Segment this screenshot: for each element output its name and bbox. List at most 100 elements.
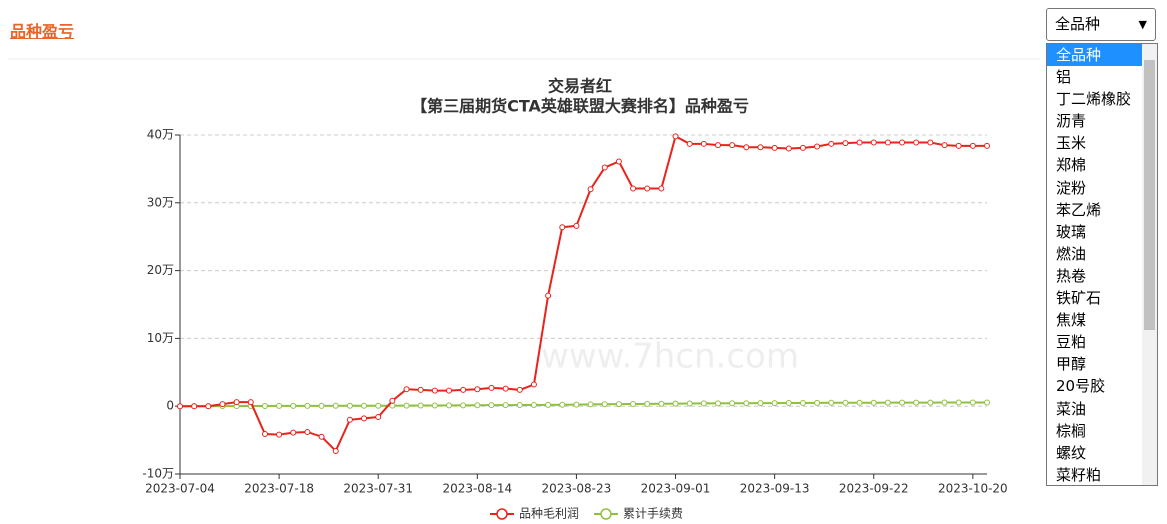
option[interactable]: 玉米 (1056, 134, 1087, 153)
option[interactable]: 20号胶 (1056, 377, 1106, 396)
data-point (842, 399, 849, 406)
data-point (530, 381, 537, 388)
data-point (375, 414, 382, 421)
y-tick-label: 40万 (147, 128, 174, 142)
data-point (644, 185, 651, 192)
data-point (799, 399, 806, 406)
data-point (686, 140, 693, 147)
data-point (318, 402, 325, 409)
data-point (559, 224, 566, 231)
x-tick-label: 2023-09-13 (740, 482, 810, 496)
option[interactable]: 菜籽粕 (1056, 465, 1102, 484)
data-point (644, 400, 651, 407)
option[interactable]: 豆粕 (1056, 333, 1087, 352)
x-tick-label: 2023-07-31 (343, 482, 413, 496)
option[interactable]: 沥青 (1056, 112, 1087, 131)
data-point (389, 397, 396, 404)
data-point (261, 402, 268, 409)
scroll-thumb[interactable] (1144, 60, 1155, 330)
option[interactable]: 棕榈 (1056, 421, 1087, 440)
variety-select[interactable]: 全品种 ▼ (1046, 8, 1156, 41)
data-point (658, 400, 665, 407)
data-point (630, 401, 637, 408)
legend-label: 累计手续费 (623, 507, 683, 521)
data-point (191, 403, 198, 410)
scrollbar[interactable] (1142, 44, 1157, 485)
y-tick-label: -10万 (142, 467, 174, 481)
option[interactable]: 铝 (1056, 68, 1072, 87)
data-point (516, 386, 523, 393)
data-point (743, 144, 750, 151)
data-point (361, 415, 368, 422)
series-line (179, 401, 987, 408)
data-point (502, 402, 509, 409)
option[interactable]: 铁矿石 (1056, 289, 1102, 308)
data-point (332, 402, 339, 409)
data-point (686, 400, 693, 407)
data-point (884, 399, 891, 406)
data-point (219, 401, 226, 408)
data-point (431, 387, 438, 394)
data-point (672, 133, 679, 140)
option[interactable]: 玻璃 (1056, 222, 1087, 241)
option[interactable]: 燃油 (1056, 244, 1087, 263)
data-point (771, 144, 778, 151)
watermark: www.7hcn.com (541, 337, 799, 377)
data-point (361, 402, 368, 409)
y-tick-label: 0 (166, 399, 174, 413)
data-point (969, 142, 976, 149)
data-point (290, 402, 297, 409)
data-point (587, 186, 594, 193)
data-point (276, 431, 283, 438)
data-point (757, 400, 764, 407)
data-point (460, 386, 467, 393)
data-point (913, 399, 920, 406)
data-point (771, 400, 778, 407)
series-line (180, 134, 987, 453)
option[interactable]: 丁二烯橡胶 (1056, 90, 1132, 109)
data-point (290, 429, 297, 436)
option[interactable]: 焦煤 (1056, 311, 1087, 330)
option[interactable]: 全品种 (1047, 44, 1151, 67)
option[interactable]: 淀粉 (1056, 178, 1087, 197)
data-point (488, 402, 495, 409)
option[interactable]: 螺纹 (1056, 443, 1087, 462)
data-point (431, 402, 438, 409)
data-point (601, 401, 608, 408)
data-point (984, 142, 990, 149)
data-point (587, 401, 594, 408)
option[interactable]: 甲醇 (1056, 355, 1087, 374)
select-arrow: ▼ (1138, 18, 1147, 31)
data-point (785, 145, 792, 152)
data-point (700, 400, 707, 407)
data-point (460, 402, 467, 409)
data-point (715, 142, 721, 149)
data-point (941, 142, 948, 149)
data-point (247, 399, 254, 406)
data-point (318, 433, 325, 440)
data-point (474, 402, 481, 409)
data-point (757, 144, 764, 151)
data-point (927, 399, 934, 406)
x-tick-label: 2023-07-04 (145, 482, 215, 496)
data-point (304, 402, 311, 409)
option[interactable]: 菜油 (1056, 399, 1087, 418)
data-point (488, 384, 495, 391)
data-point (856, 139, 863, 146)
option[interactable]: 苯乙烯 (1056, 200, 1102, 219)
data-point (615, 401, 622, 408)
option[interactable]: 郑棉 (1056, 156, 1087, 175)
data-point (955, 142, 962, 149)
chart-subtitle: 【第三届期货CTA英雄联盟大赛排名】品种盈亏 (411, 97, 749, 116)
data-point (545, 292, 552, 299)
data-point (941, 399, 948, 406)
data-point (601, 164, 608, 171)
data-point (927, 139, 934, 146)
data-point (177, 403, 183, 410)
data-point (799, 144, 806, 151)
data-point (446, 387, 452, 394)
option[interactable]: 热卷 (1056, 266, 1087, 285)
section-title[interactable]: 品种盈亏 (10, 22, 75, 41)
x-tick-label: 2023-08-23 (542, 482, 612, 496)
data-point (530, 401, 537, 408)
